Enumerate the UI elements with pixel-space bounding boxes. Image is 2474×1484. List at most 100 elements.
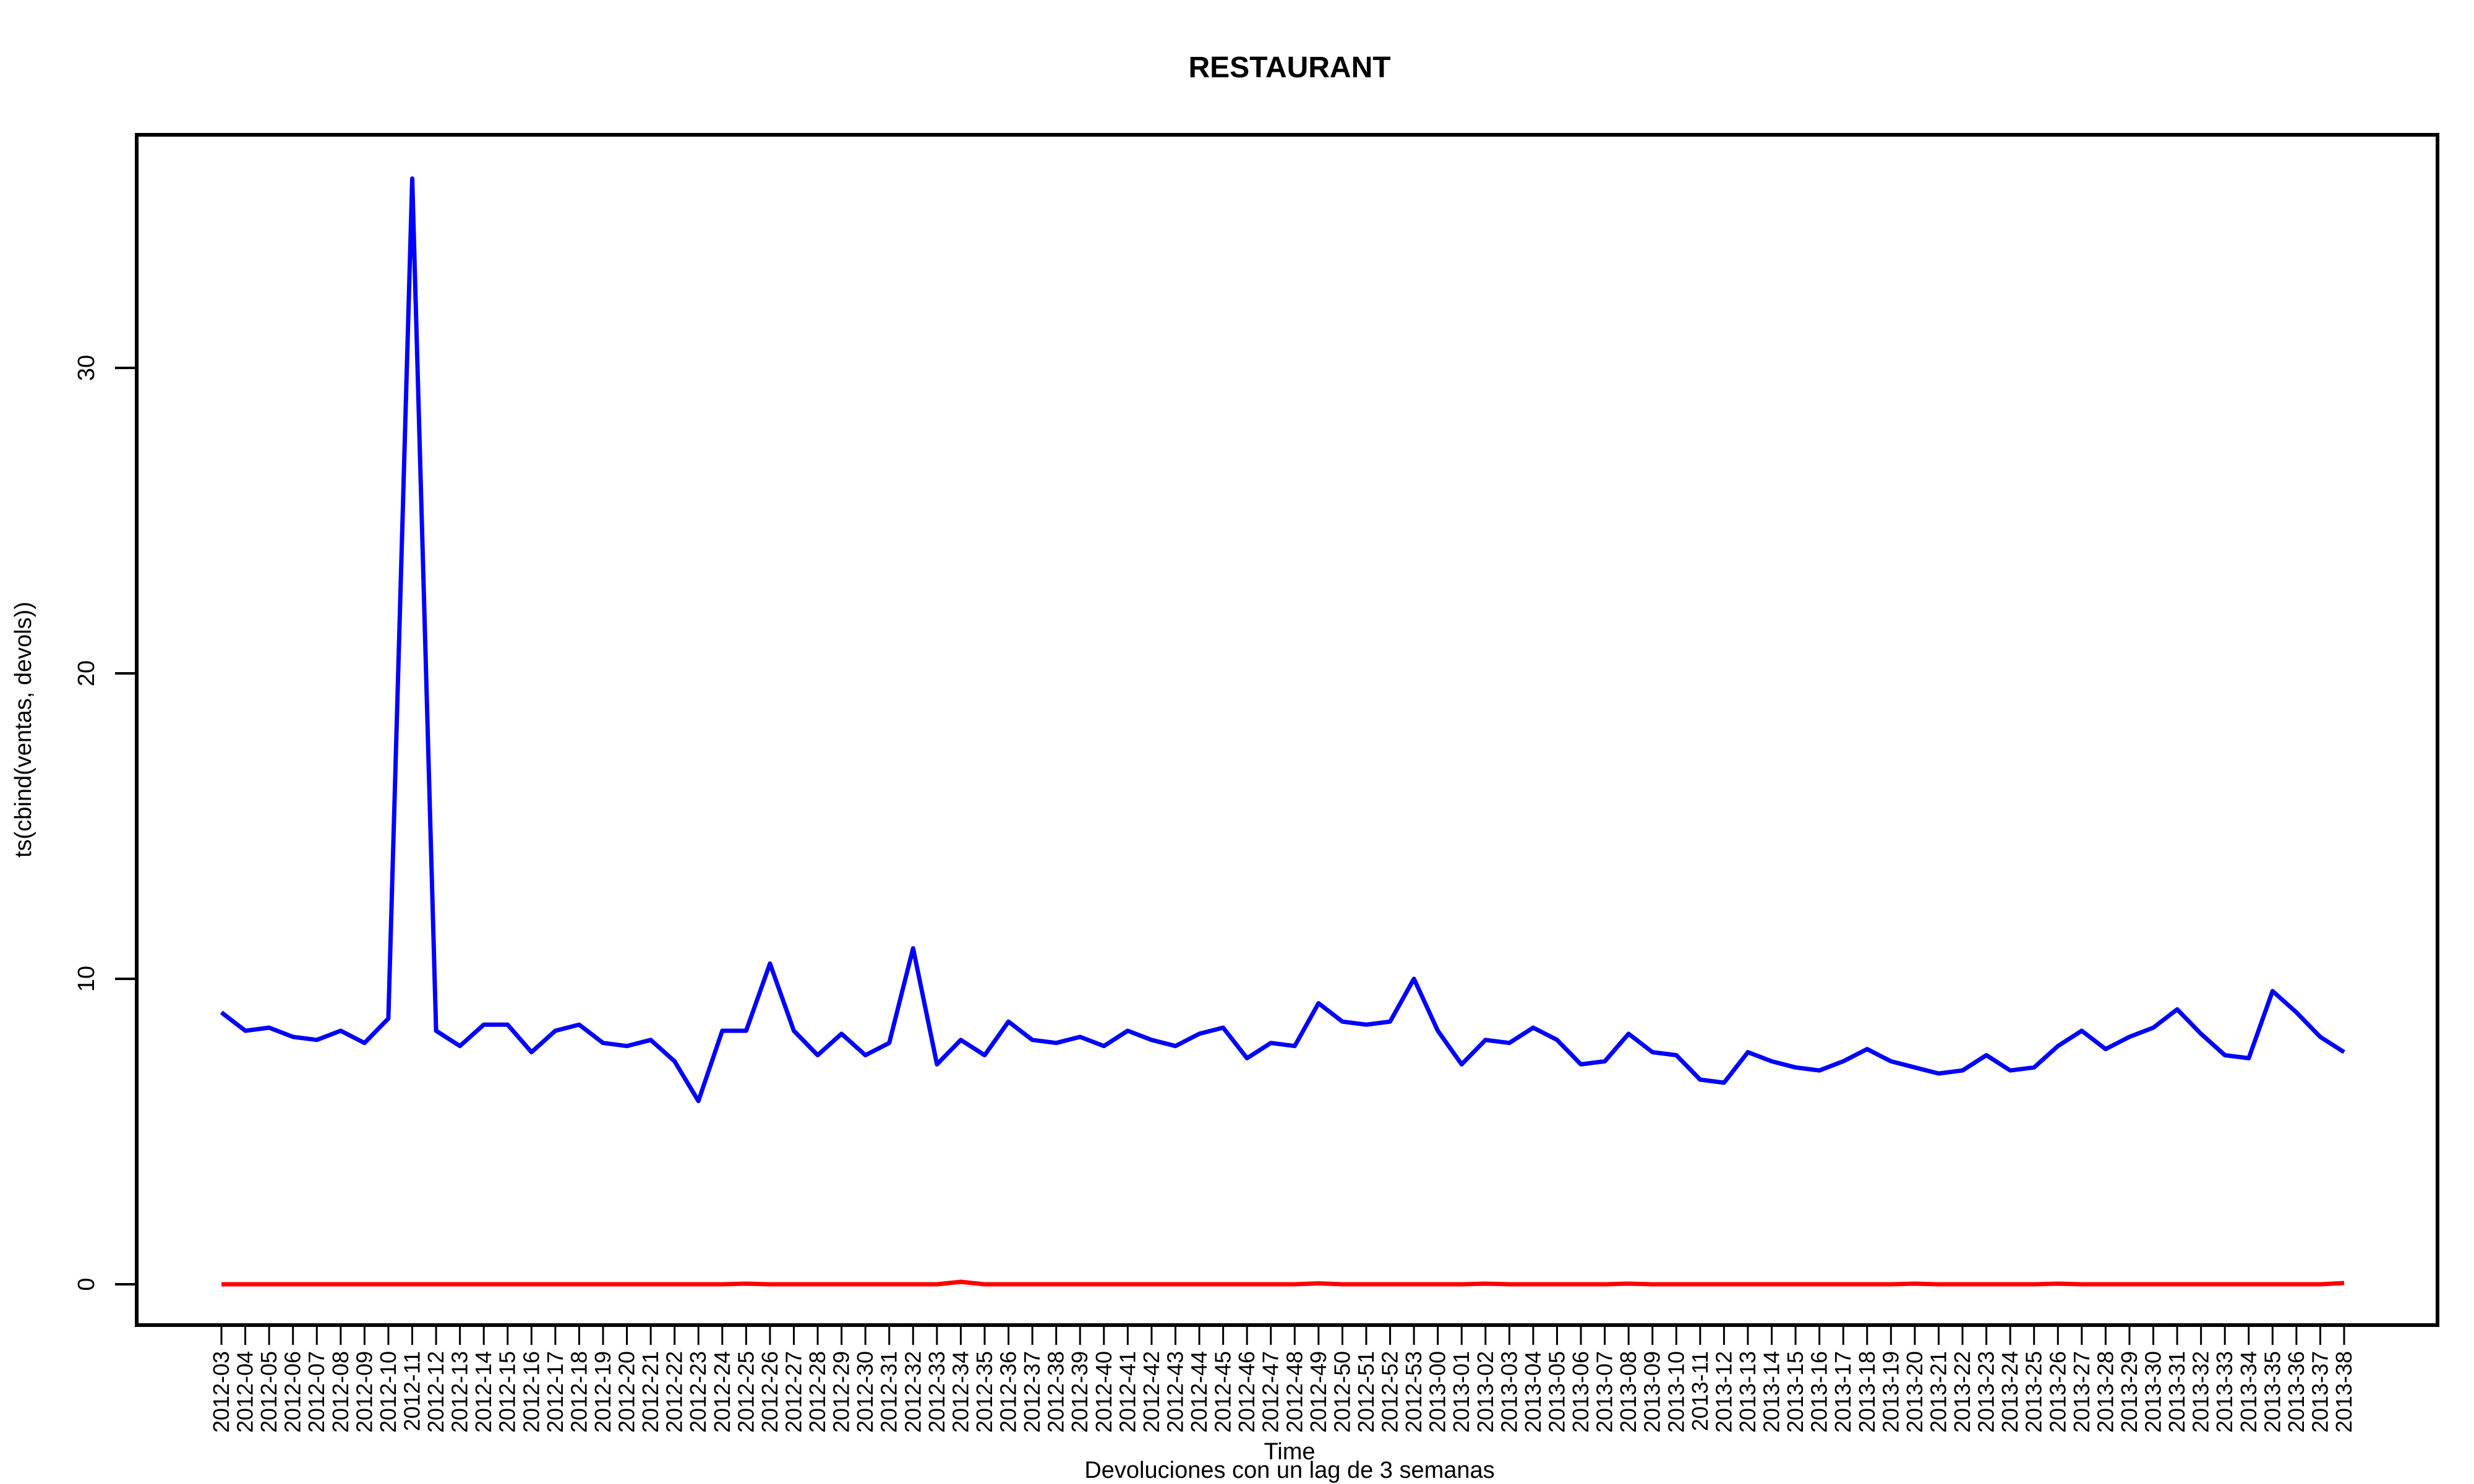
x-tick-label: 2012-03 [208, 1351, 234, 1433]
y-tick-label: 30 [74, 355, 100, 381]
x-tick-label: 2012-50 [1329, 1351, 1355, 1433]
x-tick-label: 2012-53 [1401, 1351, 1426, 1433]
x-tick-label: 2013-27 [2069, 1351, 2094, 1433]
x-tick-label: 2012-36 [996, 1351, 1021, 1433]
x-tick-label: 2013-04 [1520, 1351, 1546, 1433]
x-tick-label: 2013-35 [2259, 1351, 2285, 1433]
x-tick-label: 2012-45 [1210, 1351, 1236, 1433]
x-tick-label: 2012-14 [471, 1351, 496, 1433]
x-tick-label: 2012-24 [709, 1351, 735, 1433]
x-tick-label: 2013-34 [2236, 1351, 2261, 1433]
chart-subtitle: Devoluciones con un lag de 3 semanas [1084, 1457, 1494, 1483]
x-tick-label: 2013-32 [2188, 1351, 2214, 1433]
x-tick-label: 2013-15 [1783, 1351, 1808, 1433]
y-tick-label: 20 [74, 660, 100, 686]
x-tick-label: 2012-31 [876, 1351, 902, 1433]
x-tick-label: 2013-05 [1544, 1351, 1569, 1433]
x-tick-label: 2013-16 [1807, 1351, 1832, 1433]
x-tick-label: 2013-20 [1902, 1351, 1927, 1433]
x-tick-label: 2012-38 [1043, 1351, 1069, 1433]
x-tick-label: 2013-10 [1663, 1351, 1689, 1433]
x-tick-label: 2012-29 [829, 1351, 854, 1433]
x-tick-label: 2012-12 [423, 1351, 448, 1433]
x-tick-label: 2013-13 [1735, 1351, 1760, 1433]
x-tick-label: 2013-03 [1496, 1351, 1522, 1433]
series-layer [220, 176, 2345, 1287]
x-tick-label: 2013-06 [1568, 1351, 1593, 1433]
x-tick-label: 2013-11 [1687, 1351, 1713, 1431]
x-tick-label: 2012-08 [328, 1351, 353, 1433]
x-tick-label: 2013-21 [1925, 1351, 1951, 1433]
x-tick-label: 2013-07 [1592, 1351, 1617, 1433]
x-axis-label: Time [1264, 1439, 1315, 1465]
x-tick-label: 2012-37 [1019, 1351, 1045, 1433]
x-tick-label: 2013-01 [1449, 1351, 1474, 1433]
x-tick-label: 2013-36 [2284, 1351, 2309, 1433]
x-tick-label: 2013-02 [1473, 1351, 1498, 1433]
x-tick-label: 2013-12 [1711, 1351, 1736, 1433]
x-tick-label: 2013-09 [1640, 1351, 1665, 1433]
x-tick-label: 2012-22 [662, 1351, 687, 1433]
x-tick-label: 2012-28 [805, 1351, 830, 1433]
x-tick-label: 2013-29 [2117, 1351, 2142, 1433]
x-tick-label: 2012-21 [638, 1351, 663, 1433]
x-tick-label: 2013-08 [1616, 1351, 1641, 1433]
x-tick-label: 2012-20 [614, 1351, 640, 1433]
x-tick-label: 2012-04 [233, 1351, 258, 1433]
x-tick-label: 2012-34 [948, 1351, 973, 1433]
x-tick-label: 2013-26 [2045, 1351, 2070, 1433]
x-tick-label: 2012-40 [1091, 1351, 1116, 1433]
x-tick-label: 2012-23 [685, 1351, 711, 1433]
x-tick-label: 2012-25 [733, 1351, 758, 1433]
series-line-2 [221, 1279, 2345, 1287]
x-tick-label: 2012-52 [1377, 1351, 1403, 1433]
x-tick-label: 2012-32 [900, 1351, 925, 1433]
x-tick-label: 2012-13 [447, 1351, 473, 1433]
y-tick-label: 0 [74, 1277, 100, 1290]
x-tick-label: 2012-09 [351, 1351, 377, 1433]
x-tick-label: 2012-41 [1115, 1351, 1140, 1433]
x-tick-label: 2012-10 [375, 1351, 401, 1433]
x-tick-label: 2012-05 [256, 1351, 281, 1433]
series-line-1 [220, 176, 2345, 1104]
x-axis: 2012-032012-042012-052012-062012-072012-… [208, 1325, 2356, 1433]
x-tick-label: 2013-18 [1854, 1351, 1880, 1433]
x-tick-label: 2013-00 [1425, 1351, 1450, 1433]
x-tick-label: 2012-46 [1234, 1351, 1259, 1433]
x-tick-label: 2012-17 [542, 1351, 568, 1433]
x-tick-label: 2012-39 [1067, 1351, 1092, 1433]
plot-frame [135, 133, 2439, 1327]
x-tick-label: 2012-15 [495, 1351, 520, 1433]
x-tick-label: 2012-27 [781, 1351, 806, 1433]
x-tick-label: 2013-22 [1950, 1351, 1975, 1433]
y-axis-label: ts(cbind(ventas, devols)) [11, 602, 36, 858]
x-tick-label: 2013-30 [2141, 1351, 2166, 1433]
x-tick-label: 2012-16 [518, 1351, 544, 1433]
x-tick-label: 2013-19 [1878, 1351, 1903, 1433]
x-tick-label: 2013-37 [2307, 1351, 2332, 1433]
x-tick-label: 2012-47 [1258, 1351, 1283, 1433]
x-tick-label: 2012-06 [280, 1351, 306, 1433]
x-tick-label: 2012-33 [924, 1351, 949, 1433]
x-tick-label: 2013-24 [1997, 1351, 2022, 1433]
x-tick-label: 2012-07 [304, 1351, 329, 1433]
x-tick-label: 2013-28 [2092, 1351, 2118, 1433]
y-tick-label: 10 [74, 966, 100, 992]
x-tick-label: 2012-48 [1282, 1351, 1307, 1433]
x-tick-label: 2012-11 [399, 1351, 424, 1431]
x-tick-label: 2013-31 [2164, 1351, 2189, 1433]
x-tick-label: 2012-51 [1353, 1351, 1379, 1433]
x-tick-label: 2012-49 [1306, 1351, 1331, 1433]
y-axis: 0 10 20 30 [74, 355, 138, 1291]
x-tick-label: 2012-42 [1139, 1351, 1164, 1433]
x-tick-label: 2012-18 [566, 1351, 591, 1433]
x-tick-label: 2013-14 [1759, 1351, 1784, 1433]
x-tick-label: 2013-23 [1974, 1351, 1999, 1433]
x-tick-label: 2012-43 [1162, 1351, 1188, 1433]
x-tick-label: 2013-33 [2212, 1351, 2237, 1433]
chart-title: RESTAURANT [1188, 51, 1390, 84]
x-tick-label: 2012-26 [757, 1351, 782, 1433]
x-tick-label: 2012-30 [852, 1351, 878, 1433]
x-tick-label: 2012-19 [590, 1351, 615, 1433]
x-tick-label: 2013-38 [2331, 1351, 2356, 1433]
